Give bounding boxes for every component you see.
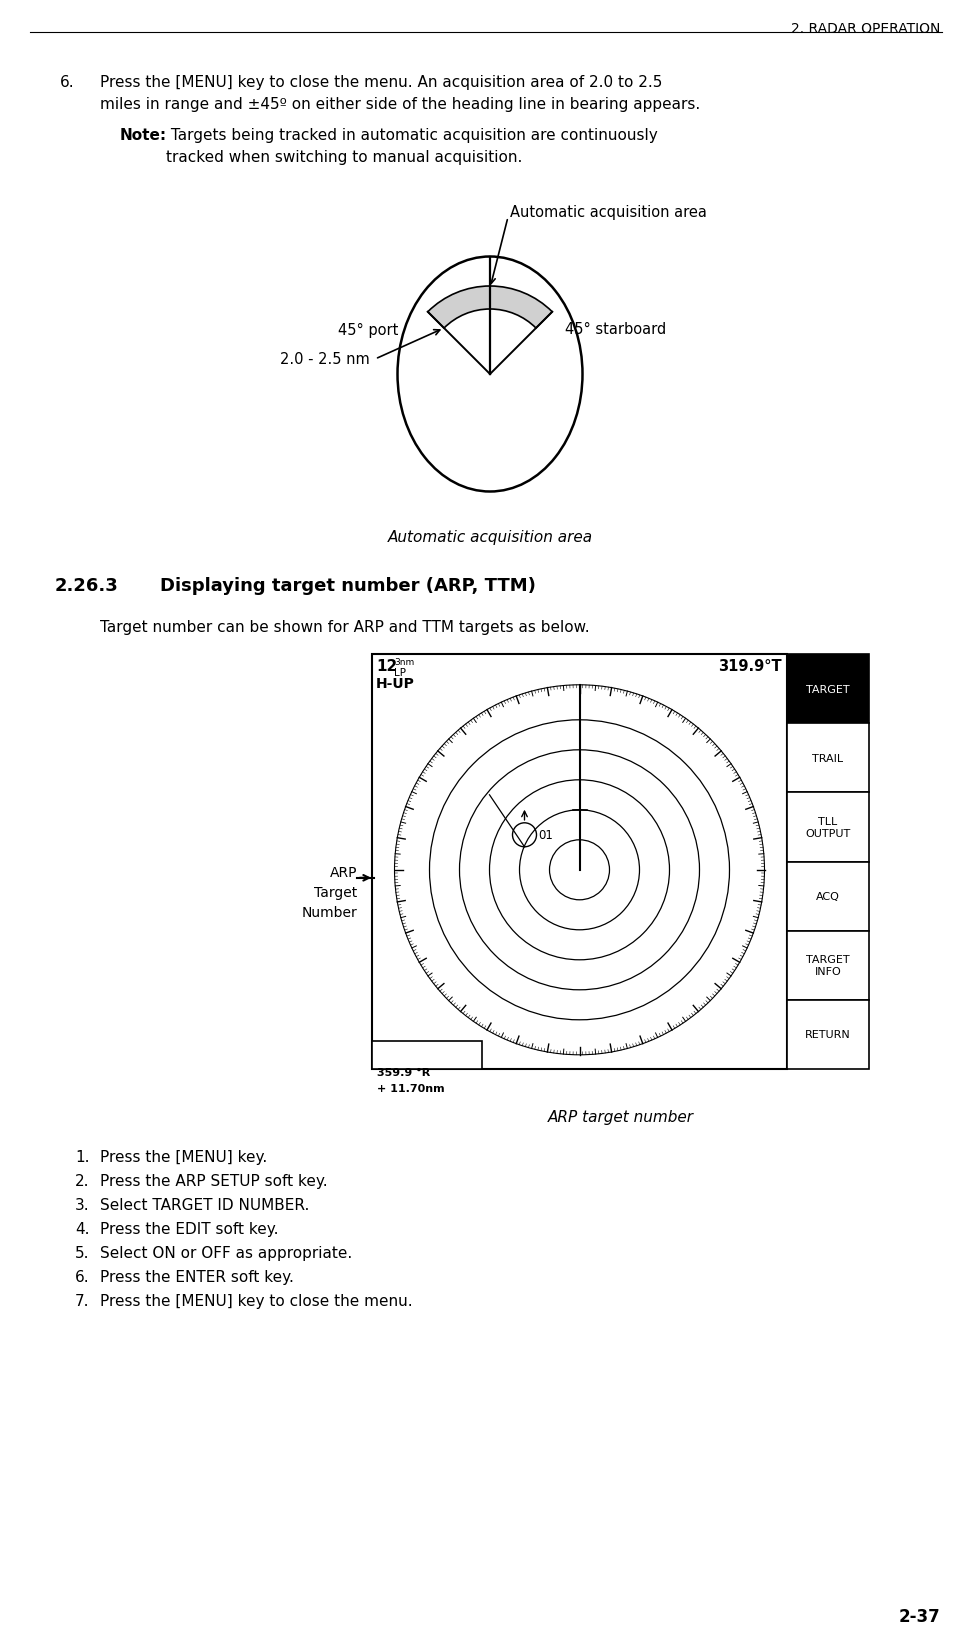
Text: Displaying target number (ARP, TTM): Displaying target number (ARP, TTM)	[160, 576, 536, 594]
Text: TLL
OUTPUT: TLL OUTPUT	[806, 816, 850, 839]
Text: Target number can be shown for ARP and TTM targets as below.: Target number can be shown for ARP and T…	[100, 620, 590, 635]
Text: Number: Number	[301, 906, 357, 919]
Bar	[787, 654, 869, 723]
Text: 6.: 6.	[60, 75, 75, 90]
Text: ARP: ARP	[330, 865, 357, 880]
Text: 2.: 2.	[75, 1173, 89, 1188]
Text: RETURN: RETURN	[805, 1030, 850, 1040]
Text: tracked when switching to manual acquisition.: tracked when switching to manual acquisi…	[166, 150, 522, 165]
Text: H-UP: H-UP	[376, 677, 415, 690]
Text: TARGET
INFO: TARGET INFO	[806, 955, 850, 976]
Text: 01: 01	[538, 829, 553, 842]
Text: Press the ENTER soft key.: Press the ENTER soft key.	[100, 1270, 294, 1284]
Text: Press the [MENU] key to close the menu.: Press the [MENU] key to close the menu.	[100, 1293, 413, 1309]
Wedge shape	[428, 287, 552, 328]
Text: 45° port: 45° port	[337, 322, 398, 338]
Bar	[787, 1000, 869, 1069]
Text: Automatic acquisition area: Automatic acquisition area	[510, 206, 707, 220]
Text: Press the [MENU] key to close the menu. An acquisition area of 2.0 to 2.5: Press the [MENU] key to close the menu. …	[100, 75, 662, 90]
Text: 2. RADAR OPERATION: 2. RADAR OPERATION	[790, 21, 940, 36]
Text: 4.: 4.	[75, 1221, 89, 1237]
Text: 6.: 6.	[75, 1270, 89, 1284]
Text: 2.0 - 2.5 nm: 2.0 - 2.5 nm	[280, 353, 369, 367]
Text: 2.26.3: 2.26.3	[55, 576, 119, 594]
Text: 5.: 5.	[75, 1245, 89, 1260]
Bar	[787, 793, 869, 862]
Text: 45° starboard: 45° starboard	[565, 322, 666, 338]
Text: Press the [MENU] key.: Press the [MENU] key.	[100, 1149, 267, 1164]
Text: miles in range and ±45º on either side of the heading line in bearing appears.: miles in range and ±45º on either side o…	[100, 96, 700, 113]
Bar	[372, 654, 787, 1069]
Text: 319.9°T: 319.9°T	[718, 659, 782, 674]
Text: 3.: 3.	[75, 1198, 89, 1213]
Text: Target: Target	[314, 885, 357, 899]
Bar	[787, 723, 869, 793]
Text: Select ON or OFF as appropriate.: Select ON or OFF as appropriate.	[100, 1245, 352, 1260]
Text: LP: LP	[394, 667, 406, 677]
Text: ACQ: ACQ	[816, 891, 840, 901]
Text: Automatic acquisition area: Automatic acquisition area	[388, 530, 593, 545]
Text: Targets being tracked in automatic acquisition are continuously: Targets being tracked in automatic acqui…	[166, 127, 658, 144]
Bar	[787, 932, 869, 1000]
Text: 12: 12	[376, 659, 398, 674]
Text: 3nm: 3nm	[394, 658, 414, 666]
Text: ARP target number: ARP target number	[547, 1110, 693, 1124]
Text: Press the EDIT soft key.: Press the EDIT soft key.	[100, 1221, 279, 1237]
Text: 1.: 1.	[75, 1149, 89, 1164]
Text: + 11.70nm: + 11.70nm	[377, 1084, 444, 1093]
Bar	[787, 862, 869, 932]
Text: Press the ARP SETUP soft key.: Press the ARP SETUP soft key.	[100, 1173, 328, 1188]
Text: TARGET: TARGET	[806, 684, 850, 694]
Text: Select TARGET ID NUMBER.: Select TARGET ID NUMBER.	[100, 1198, 309, 1213]
Text: TRAIL: TRAIL	[813, 754, 844, 764]
Bar	[372, 1041, 482, 1069]
Text: 2-37: 2-37	[898, 1608, 940, 1625]
Text: 7.: 7.	[75, 1293, 89, 1309]
Text: 359.9 °R: 359.9 °R	[377, 1067, 431, 1077]
Text: Note:: Note:	[120, 127, 167, 144]
